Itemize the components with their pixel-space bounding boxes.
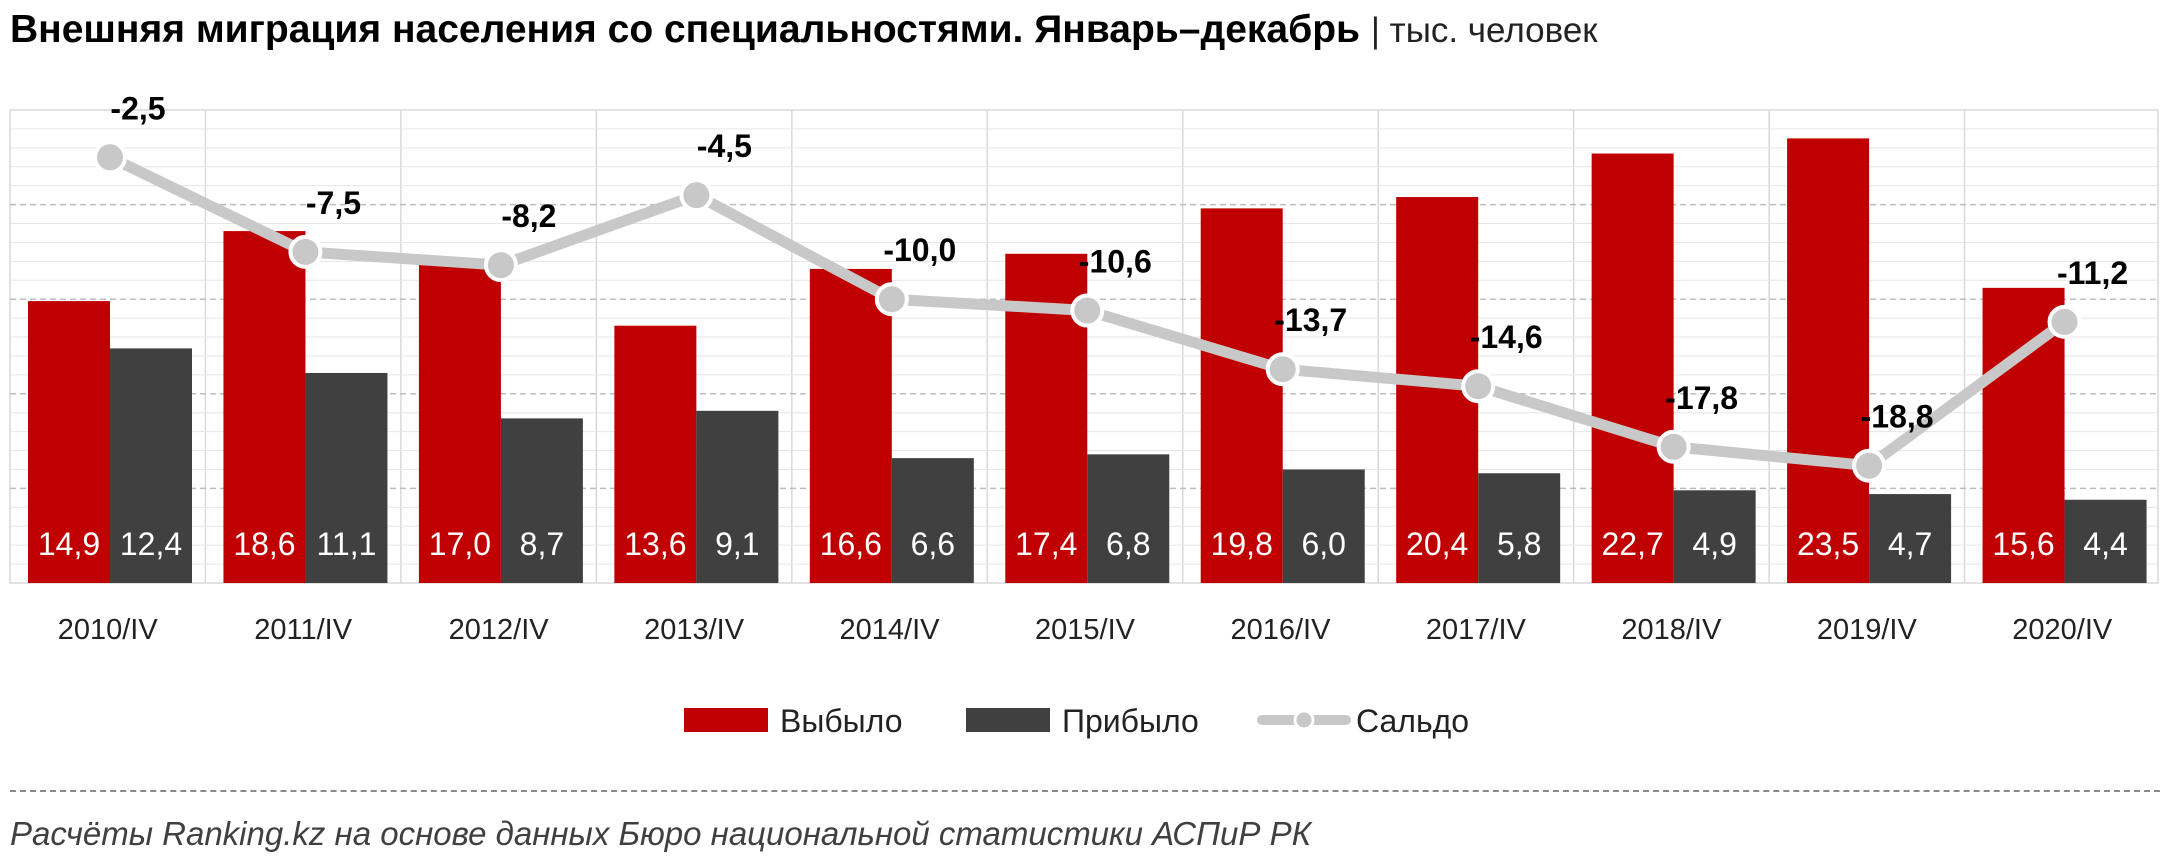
data-label-balance: -7,5: [306, 185, 361, 221]
data-label-arrived: 6,8: [1106, 526, 1150, 562]
data-label-balance: -11,2: [2057, 255, 2128, 291]
data-label-arrived: 6,0: [1301, 526, 1345, 562]
bar-arrived: [696, 410, 779, 583]
bar-arrived: [891, 458, 974, 583]
data-label-left: 23,5: [1797, 526, 1859, 562]
x-tick-label: 2016/IV: [1230, 614, 1331, 646]
footer-divider: [10, 790, 2160, 792]
chart-title: Внешняя миграция населения со специально…: [10, 8, 1598, 52]
x-tick-label: 2017/IV: [1426, 614, 1527, 646]
data-label-arrived: 5,8: [1497, 526, 1541, 562]
bar-left: [809, 268, 892, 583]
data-label-balance: -4,5: [697, 128, 752, 164]
data-label-arrived: 4,7: [1888, 526, 1932, 562]
x-tick-label: 2010/IV: [58, 614, 159, 646]
balance-point: [288, 234, 323, 269]
data-label-arrived: 11,1: [317, 526, 377, 562]
bar-arrived: [1282, 469, 1365, 583]
legend-swatch-left: [684, 708, 768, 732]
x-tick-label: 2014/IV: [840, 614, 941, 646]
balance-point: [1461, 369, 1496, 404]
data-label-left: 19,8: [1211, 526, 1273, 562]
data-label-left: 22,7: [1601, 526, 1663, 562]
data-label-left: 15,6: [1992, 526, 2054, 562]
data-label-left: 14,9: [38, 526, 100, 562]
x-tick-label: 2020/IV: [2012, 614, 2113, 646]
legend-label-left: Выбыло: [780, 703, 903, 739]
balance-point: [1265, 352, 1300, 387]
data-label-balance: -8,2: [501, 198, 556, 234]
migration-chart: 14,9 12,4 2010/IV 18,6 11,1 2011/IV 17,0 8,7 201…: [9, 90, 2159, 739]
data-label-arrived: 4,9: [1692, 526, 1736, 562]
bar-arrived: [2064, 499, 2147, 583]
x-tick-label: 2013/IV: [644, 614, 745, 646]
data-label-left: 17,4: [1015, 526, 1077, 562]
data-label-left: 13,6: [624, 526, 686, 562]
bar-left: [418, 261, 501, 583]
bar-arrived: [110, 348, 192, 583]
data-label-balance: -10,6: [1079, 244, 1152, 280]
data-label-arrived: 9,1: [715, 526, 759, 562]
bar-arrived: [305, 372, 388, 583]
balance-point: [1852, 448, 1887, 483]
bar-left: [28, 301, 110, 583]
x-tick-label: 2015/IV: [1035, 614, 1136, 646]
bar-left: [614, 325, 697, 583]
legend: Выбыло Прибыло Сальдо: [684, 703, 1469, 739]
data-label-balance: -17,8: [1665, 380, 1738, 416]
balance-point: [1656, 429, 1691, 464]
data-label-left: 20,4: [1406, 526, 1468, 562]
x-tick-label: 2012/IV: [449, 614, 550, 646]
bar-arrived: [500, 418, 583, 583]
bar-arrived: [1869, 494, 1952, 583]
data-label-arrived: 12,4: [120, 526, 182, 562]
data-label-arrived: 4,4: [2083, 526, 2127, 562]
bar-left: [1200, 208, 1283, 583]
data-label-left: 18,6: [233, 526, 295, 562]
title-main: Внешняя миграция населения со специально…: [10, 8, 1360, 51]
bar-arrived: [1673, 490, 1756, 583]
title-unit: | тыс. человек: [1370, 11, 1598, 50]
data-label-balance: -18,8: [1861, 399, 1934, 435]
data-label-balance: -10,0: [883, 232, 956, 268]
legend-marker-balance: [1293, 709, 1315, 731]
source-note: Расчёты Ranking.kz на основе данных Бюро…: [10, 815, 1312, 852]
bar-left: [223, 231, 306, 583]
balance-point: [874, 282, 909, 317]
legend-label-arrived: Прибыло: [1062, 703, 1199, 739]
data-label-arrived: 6,6: [911, 526, 955, 562]
bar-left: [1591, 153, 1674, 584]
legend-label-balance: Сальдо: [1356, 703, 1469, 739]
balance-point: [2047, 304, 2082, 339]
balance-point: [1070, 293, 1105, 328]
data-label-left: 17,0: [429, 526, 491, 562]
bar-arrived: [1478, 473, 1561, 583]
data-label-balance: -14,6: [1470, 319, 1543, 355]
bar-arrived: [1087, 454, 1170, 583]
data-label-balance: -2,5: [110, 90, 165, 126]
legend-swatch-arrived: [966, 708, 1050, 732]
data-label-balance: -13,7: [1274, 302, 1347, 338]
x-tick-label: 2019/IV: [1817, 614, 1918, 646]
balance-point: [679, 178, 714, 213]
data-label-left: 16,6: [820, 526, 882, 562]
balance-point: [93, 140, 127, 175]
x-tick-label: 2011/IV: [254, 614, 352, 646]
bar-left: [1787, 138, 1870, 583]
x-tick-label: 2018/IV: [1621, 614, 1722, 646]
data-label-arrived: 8,7: [520, 526, 564, 562]
balance-point: [483, 248, 518, 283]
